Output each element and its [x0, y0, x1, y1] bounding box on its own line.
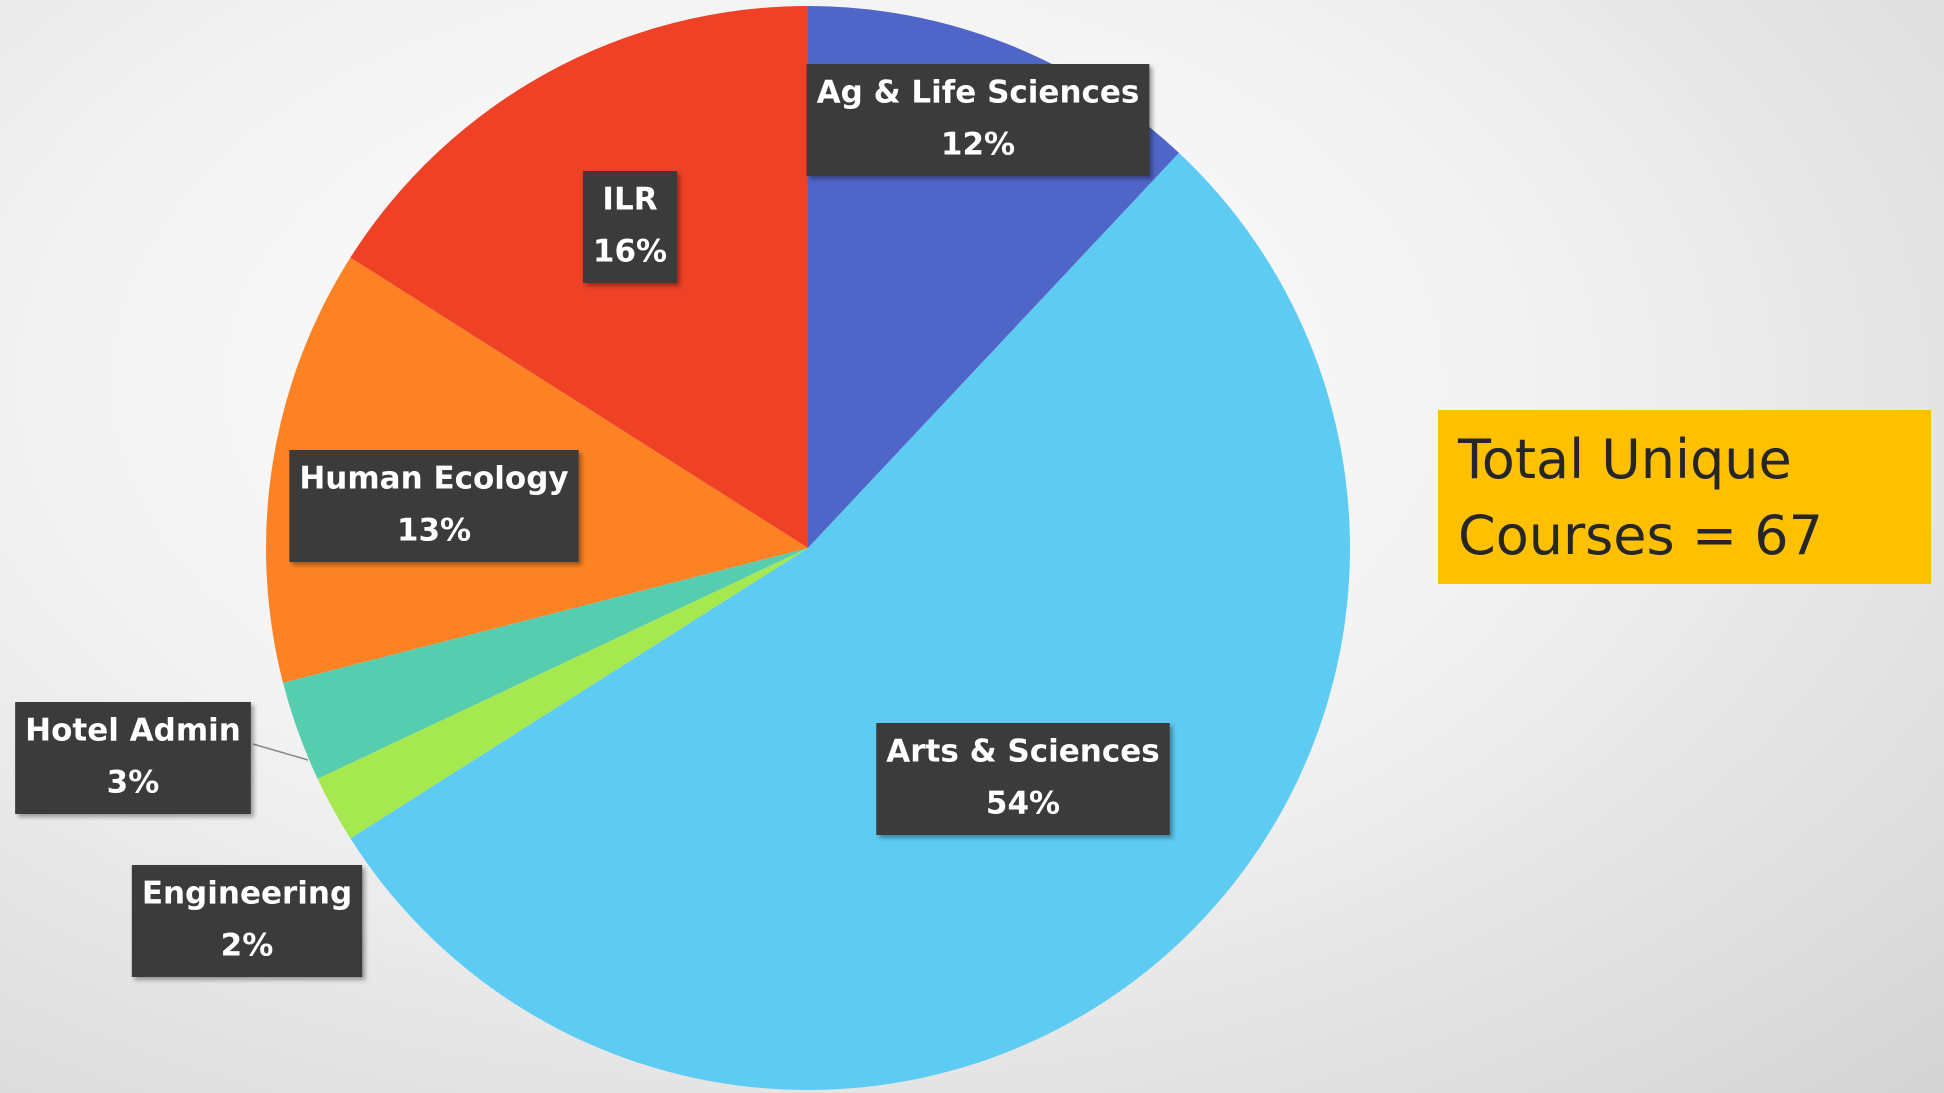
- data-label: Engineering 2%: [131, 865, 363, 977]
- label-category: Ag & Life Sciences: [817, 75, 1140, 111]
- pie-slice: [350, 152, 1350, 1090]
- label-box: [806, 64, 1150, 176]
- label-box: [582, 171, 678, 283]
- label-value: 3%: [107, 765, 160, 801]
- pie-slice: [350, 6, 808, 548]
- pie-slice: [317, 548, 808, 839]
- data-label: Human Ecology 13%: [289, 450, 579, 562]
- label-category: ILR: [602, 182, 657, 218]
- label-value: 54%: [986, 786, 1060, 822]
- label-category: Human Ecology: [299, 461, 568, 497]
- leader-line: [252, 743, 309, 761]
- label-box: [289, 450, 579, 562]
- data-label: ILR 16%: [582, 171, 678, 283]
- label-box: [15, 702, 251, 814]
- label-box: [876, 723, 1170, 835]
- pie-slice: [283, 548, 808, 779]
- label-category: Engineering: [142, 876, 352, 912]
- label-category: Arts & Sciences: [886, 734, 1159, 770]
- label-value: 13%: [397, 513, 471, 549]
- label-box: [131, 865, 363, 977]
- label-value: 12%: [941, 127, 1015, 163]
- label-category: Hotel Admin: [25, 713, 241, 749]
- data-label: Arts & Sciences 54%: [876, 723, 1170, 835]
- data-label: Ag & Life Sciences 12%: [806, 64, 1150, 176]
- data-label: Hotel Admin 3%: [15, 702, 251, 814]
- label-value: 16%: [593, 234, 667, 270]
- annotation: Total Unique Courses = 67: [1438, 410, 1931, 584]
- label-value: 2%: [221, 928, 274, 964]
